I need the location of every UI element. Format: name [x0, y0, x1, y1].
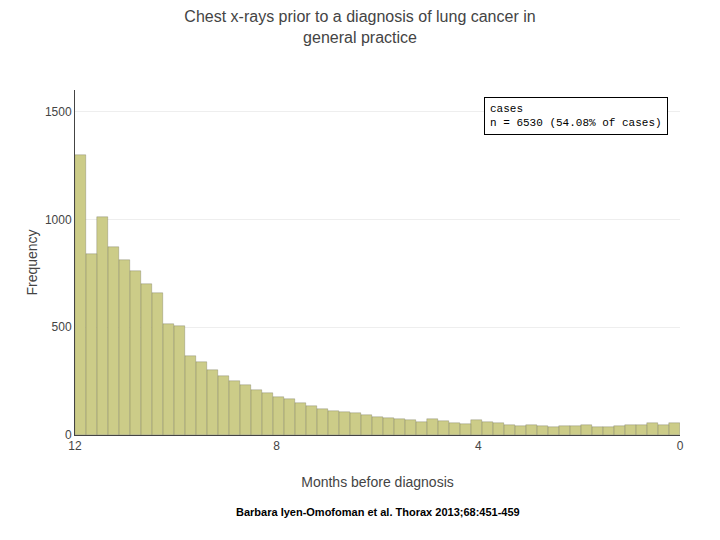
svg-text:Chest x-rays prior to a diagno: Chest x-rays prior to a diagnosis of lun…	[184, 8, 535, 46]
svg-text:500: 500	[52, 320, 72, 334]
svg-text:casesn = 6530 (54.08% of cases: casesn = 6530 (54.08% of cases)	[490, 103, 662, 129]
svg-text:12: 12	[68, 439, 82, 453]
svg-text:1000: 1000	[45, 213, 72, 227]
svg-text:Months before diagnosis: Months before diagnosis	[301, 474, 454, 490]
svg-text:4: 4	[475, 439, 482, 453]
svg-text:Frequency: Frequency	[24, 229, 40, 295]
svg-text:Barbara Iyen-Omofoman et al. T: Barbara Iyen-Omofoman et al. Thorax 2013…	[236, 506, 520, 518]
svg-text:1500: 1500	[45, 105, 72, 119]
svg-text:8: 8	[273, 439, 280, 453]
svg-text:0: 0	[677, 439, 684, 453]
svg-text:0: 0	[65, 428, 72, 442]
